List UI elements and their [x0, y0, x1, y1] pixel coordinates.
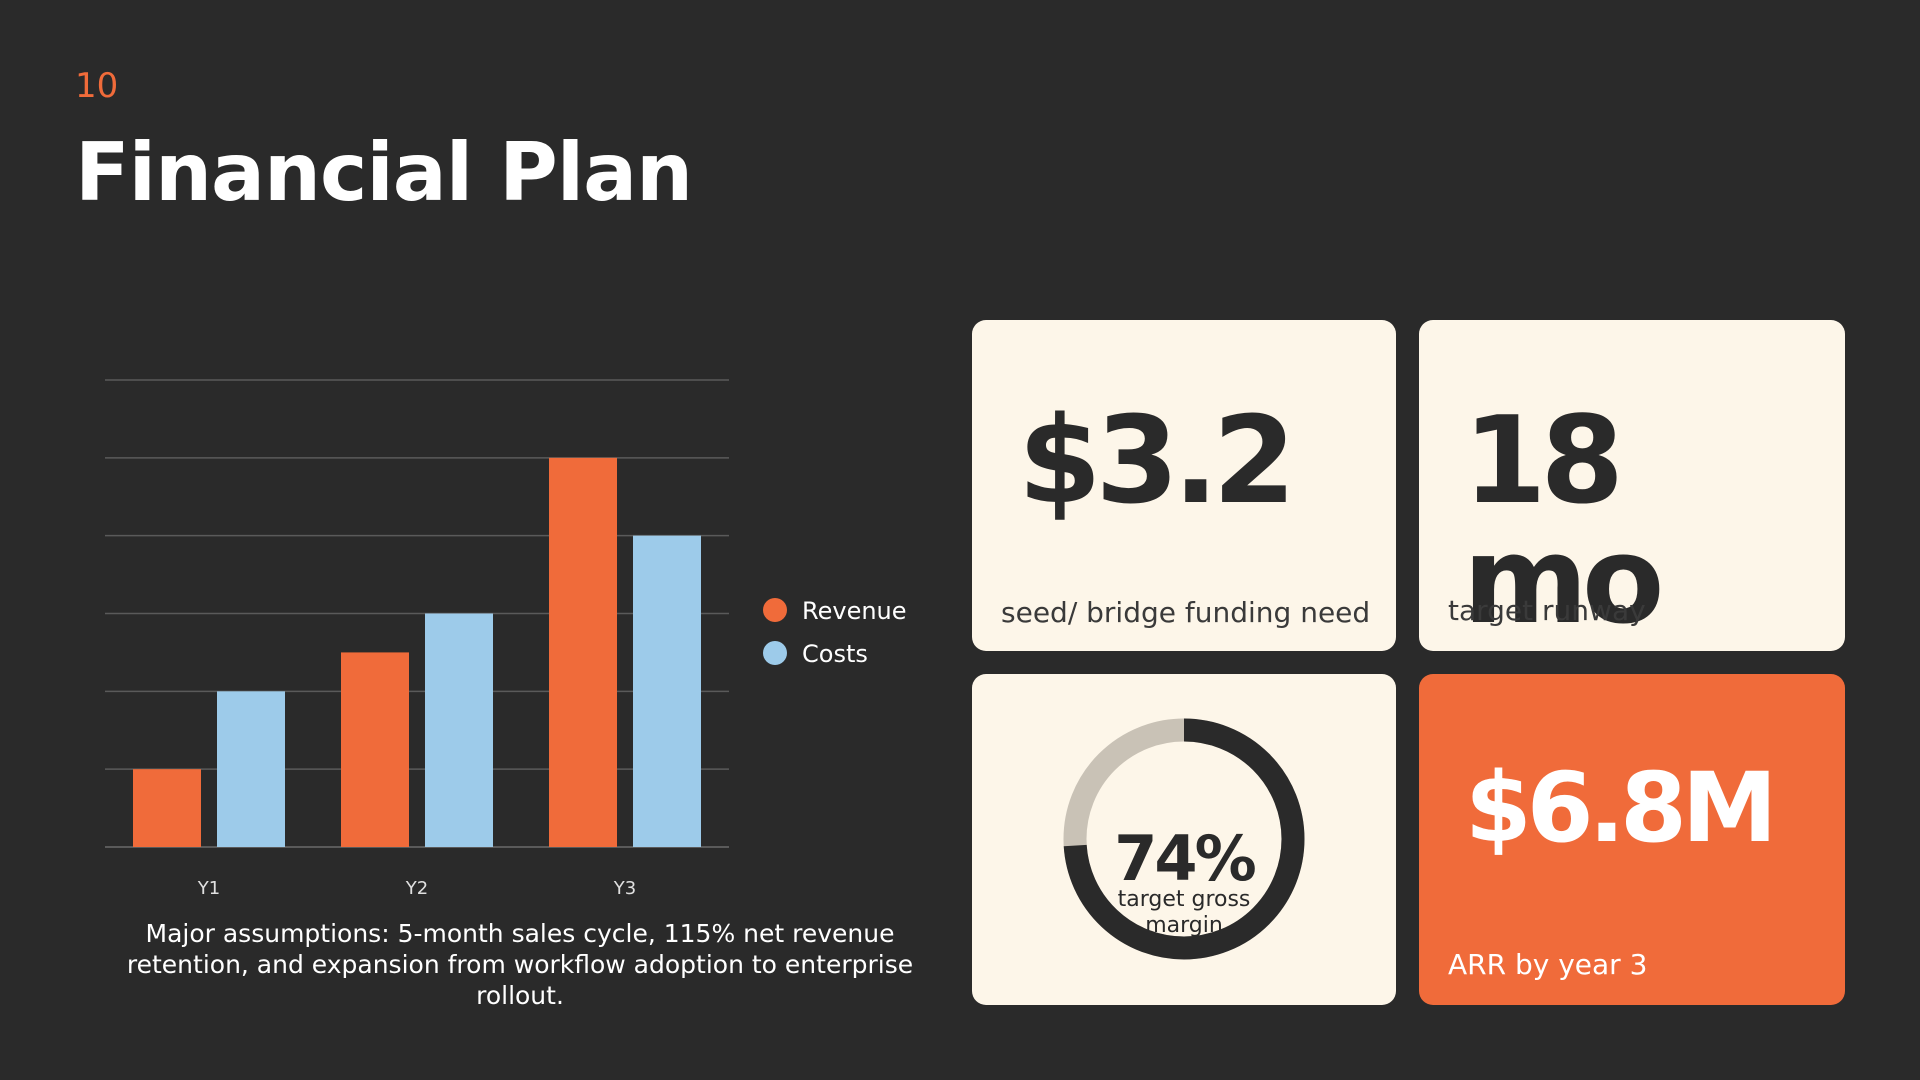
- gross-margin-donut: 74% target gross margin: [1062, 717, 1306, 961]
- donut-ring-icon: [1063, 718, 1305, 960]
- revenue-costs-bar-chart: Y1 Y2 Y3 Revenue Costs: [105, 379, 907, 899]
- legend-marker-revenue: [763, 598, 787, 622]
- gross-margin-label: target gross margin: [1117, 887, 1251, 938]
- gross-margin-card: 74% target gross margin: [972, 674, 1396, 1005]
- x-tick-label: Y3: [613, 878, 636, 899]
- runway-value: 18 mo: [1463, 392, 1664, 651]
- bar-costs-y2: [425, 613, 493, 847]
- slide-number: 10: [75, 66, 119, 106]
- runway-card: 18 mo target runway: [1419, 320, 1845, 651]
- bar-costs-y1: [217, 691, 285, 847]
- bar-revenue-y2: [341, 652, 409, 847]
- donut-progress-arc: [1063, 718, 1305, 960]
- bar-costs-y3: [633, 535, 701, 847]
- legend-marker-costs: [763, 641, 787, 665]
- gross-margin-value: 74%: [1114, 822, 1256, 895]
- assumptions-note: Major assumptions: 5-month sales cycle, …: [126, 919, 914, 1010]
- x-tick-label: Y1: [197, 878, 220, 899]
- arr-card: $6.8M ARR by year 3: [1419, 674, 1845, 1005]
- page-title: Financial Plan: [75, 126, 693, 219]
- funding-value: $3.2: [1018, 392, 1296, 531]
- bar-revenue-y1: [133, 769, 201, 847]
- arr-value: $6.8M: [1465, 752, 1777, 864]
- arr-label: ARR by year 3: [1448, 948, 1648, 981]
- runway-label: target runway: [1448, 594, 1646, 627]
- legend-label-revenue: Revenue: [802, 597, 907, 625]
- legend-label-costs: Costs: [802, 640, 868, 668]
- funding-card: $3.2 seed/ bridge funding need: [972, 320, 1396, 651]
- funding-label: seed/ bridge funding need: [1001, 596, 1371, 629]
- bar-revenue-y3: [549, 457, 617, 847]
- x-tick-label: Y2: [405, 878, 428, 899]
